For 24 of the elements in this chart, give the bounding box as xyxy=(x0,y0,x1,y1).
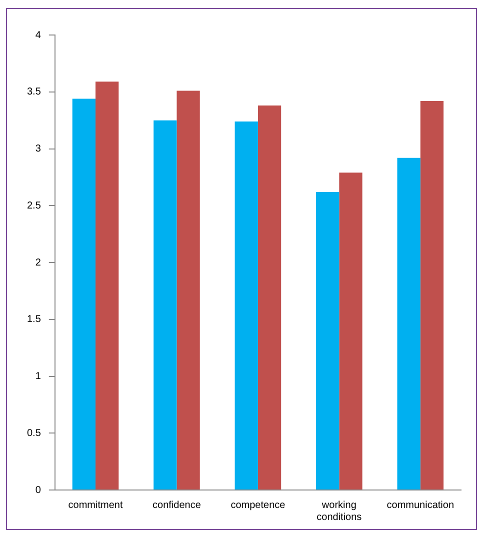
bar xyxy=(339,172,362,490)
bar xyxy=(258,106,282,490)
y-tick-label: 3 xyxy=(35,144,42,154)
y-tick-label: 0.5 xyxy=(26,428,42,439)
y-tick-label: 2.5 xyxy=(26,200,42,212)
y-tick-label: 1.5 xyxy=(26,314,42,326)
y-tick-label: 2 xyxy=(35,257,42,268)
bar xyxy=(72,98,96,490)
y-tick-label: 4 xyxy=(35,30,42,41)
x-tick-label: confidence xyxy=(152,500,202,511)
x-tick-label: competence xyxy=(230,500,286,511)
y-tick-label: 3.5 xyxy=(26,86,42,98)
y-tick-label: 1 xyxy=(35,371,42,382)
bar xyxy=(316,192,340,490)
x-tick-label: communication xyxy=(386,500,454,511)
bar xyxy=(234,121,258,490)
x-tick-label: commitment xyxy=(68,500,123,511)
x-tick-label: working conditions xyxy=(316,500,362,523)
y-tick-label: 0 xyxy=(35,484,42,496)
bar xyxy=(154,120,177,490)
bar xyxy=(420,100,444,490)
bar xyxy=(397,158,420,490)
bar xyxy=(176,90,200,490)
bar xyxy=(96,82,119,490)
